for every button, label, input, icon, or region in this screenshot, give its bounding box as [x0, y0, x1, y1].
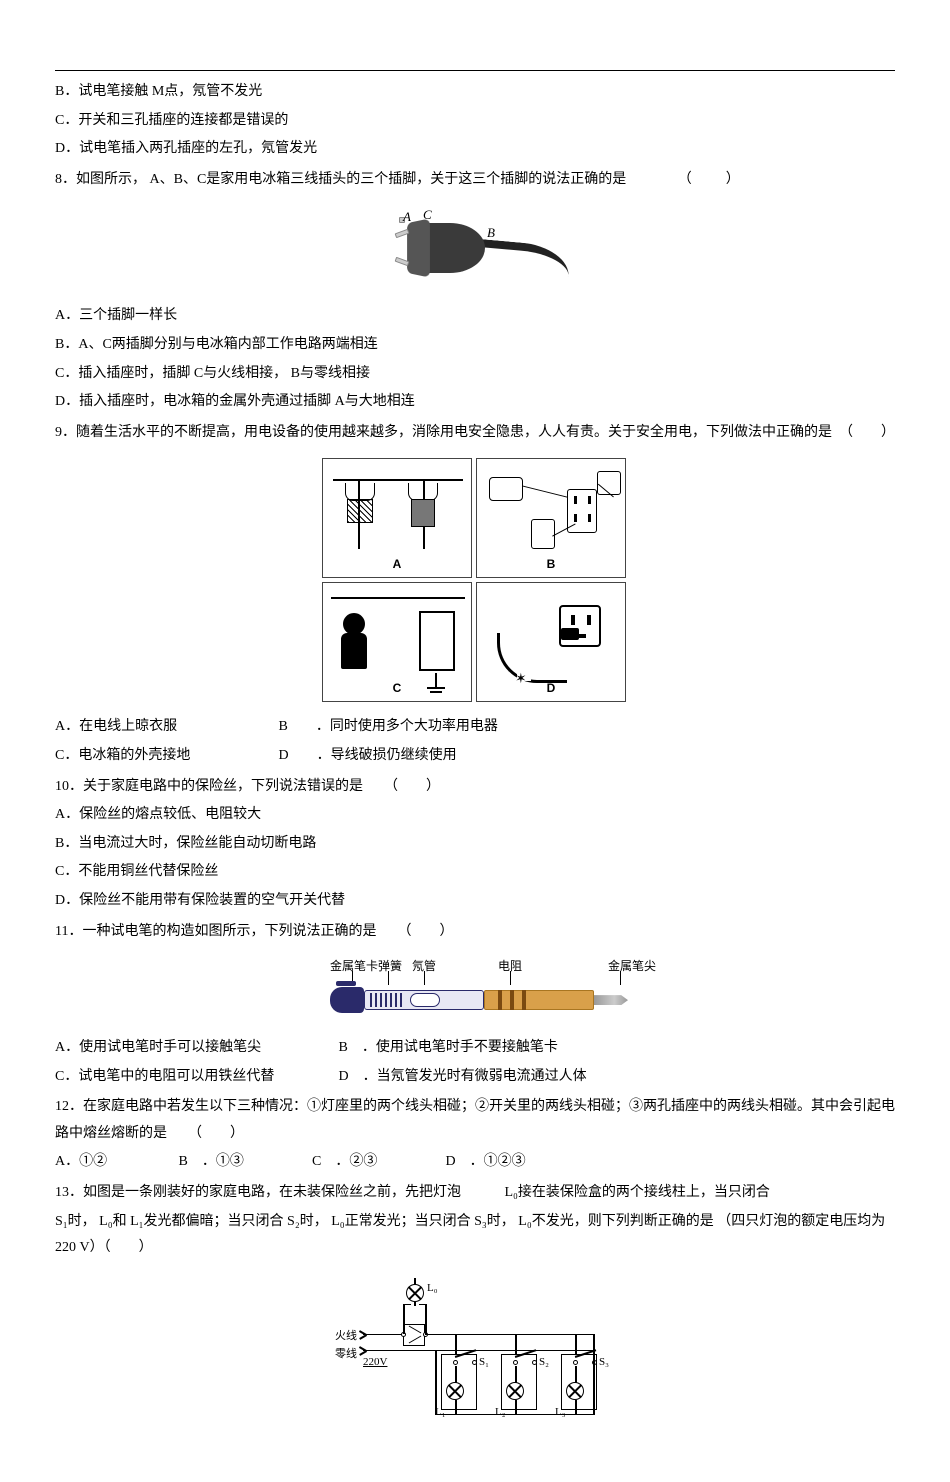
q11-label-spring: 弹簧 [378, 955, 402, 978]
q11-option-b: B ．使用试电笔时手不要接触笔卡 [339, 1035, 558, 1062]
q11-option-a: A．使用试电笔时手可以接触笔尖 [55, 1035, 335, 1062]
q8-option-d: D．插入插座时，电冰箱的金属外壳通过插脚 A与大地相连 [55, 389, 895, 416]
q13-label-s2: S₂ [539, 1352, 549, 1373]
q12-options: A．①② B ．①③ C ．②③ D ．①②③ [55, 1149, 895, 1176]
q11-options-row2: C．试电笔中的电阻可以用铁丝代替 D ．当氖管发光时有微弱电流通过人体 [55, 1064, 895, 1091]
q10-option-b: B．当电流过大时，保险丝能自动切断电路 [55, 831, 895, 858]
q9-panel-c: C [322, 582, 472, 702]
q8-paren: （ ） [678, 172, 742, 187]
q8-stem-text: 8．如图所示， A、B、C是家用电冰箱三线插头的三个插脚，关于这三个插脚的说法正… [55, 172, 626, 187]
q8-option-b: B．A、C两插脚分别与电冰箱内部工作电路两端相连 [55, 332, 895, 359]
q11-label-cap: 金属笔卡 [330, 955, 378, 978]
q11-options-row1: A．使用试电笔时手可以接触笔尖 B ．使用试电笔时手不要接触笔卡 [55, 1035, 895, 1062]
q7-option-c: C．开关和三孔插座的连接都是错误的 [55, 108, 895, 135]
q9-cap-b: B [547, 553, 556, 576]
q13-lamp-l0 [406, 1284, 424, 1302]
q11-stem: 11．一种试电笔的构造如图所示，下列说法正确的是 （ ） [55, 919, 895, 946]
q9-option-d: D ．导线破损仍继续使用 [279, 743, 457, 770]
q13-label-neutral: 零线 [335, 1344, 357, 1365]
q9-panel-b: B [476, 458, 626, 578]
plug-label-b: B [487, 221, 495, 246]
q13-label-s3: S₃ [599, 1352, 609, 1373]
q12-option-b: B ．①③ [179, 1149, 309, 1176]
q8-option-c: C．插入插座时，插脚 C与火线相接， B与零线相接 [55, 361, 895, 388]
plug-label-a: A [403, 205, 411, 230]
q9-cap-c: C [393, 677, 402, 700]
q13-label-volt: 220V [363, 1352, 387, 1373]
q12-option-c: C ．②③ [312, 1149, 442, 1176]
q13-stem-c: S₁时， L₀和 L₁发光都偏暗；当只闭合 S₂时， L₀正常发光；当只闭合 S… [55, 1209, 895, 1262]
q13-stem-a: 13．如图是一条刚装好的家庭电路，在未装保险丝之前，先把灯泡 [55, 1185, 461, 1200]
q10-option-d: D．保险丝不能用带有保险装置的空气开关代替 [55, 888, 895, 915]
q13-stem-b: L₀接在装保险盒的两个接线柱上，当只闭合 [505, 1185, 770, 1200]
q9-figure: A B C [55, 456, 895, 704]
q8-stem: 8．如图所示， A、B、C是家用电冰箱三线插头的三个插脚，关于这三个插脚的说法正… [55, 167, 895, 194]
q13-stem: 13．如图是一条刚装好的家庭电路，在未装保险丝之前，先把灯泡 L₀接在装保险盒的… [55, 1180, 895, 1207]
q11-option-c: C．试电笔中的电阻可以用铁丝代替 [55, 1064, 335, 1091]
q9-options-row1: A．在电线上晾衣服 B ．同时使用多个大功率用电器 [55, 714, 895, 741]
q12-option-d: D ．①②③ [446, 1149, 526, 1176]
q9-option-b: B ．同时使用多个大功率用电器 [279, 714, 498, 741]
q7-option-b: B．试电笔接触 M点，氖管不发光 [55, 79, 895, 106]
q11-figure: 金属笔卡 弹簧 氖管 电阻 金属笔尖 [55, 955, 895, 1025]
q11-label-tip: 金属笔尖 [608, 955, 656, 978]
q13-label-s1: S₁ [479, 1352, 489, 1373]
q13-figure: 火线 零线 220V L₀ S₁ L₁ [55, 1272, 895, 1432]
q12-stem: 12．在家庭电路中若发生以下三种情况：①灯座里的两个线头相碰；②开关里的两线头相… [55, 1094, 895, 1147]
plug-label-c: C [423, 203, 432, 228]
q9-cap-d: D [547, 677, 556, 700]
q11-option-d: D ．当氖管发光时有微弱电流通过人体 [339, 1064, 587, 1091]
test-pencil [330, 987, 630, 1013]
q10-option-c: C．不能用铜丝代替保险丝 [55, 859, 895, 886]
q9-cap-a: A [393, 553, 402, 576]
q9-options-row2: C．电冰箱的外壳接地 D ．导线破损仍继续使用 [55, 743, 895, 770]
q9-stem: 9．随着生活水平的不断提高，用电设备的使用越来越多，消除用电安全隐患，人人有责。… [55, 420, 895, 447]
q8-figure: A C B [55, 203, 895, 293]
q9-option-a: A．在电线上晾衣服 [55, 714, 275, 741]
q9-panel-d: ✶ D [476, 582, 626, 702]
page-top-rule [55, 70, 895, 71]
q13-label-l0: L₀ [427, 1278, 438, 1299]
q7-option-d: D．试电笔插入两孔插座的左孔，氖管发光 [55, 136, 895, 163]
q13-fusebox [403, 1324, 425, 1346]
q10-option-a: A．保险丝的熔点较低、电阻较大 [55, 802, 895, 829]
q9-panel-a: A [322, 458, 472, 578]
q12-option-a: A．①② [55, 1149, 175, 1176]
q9-option-c: C．电冰箱的外壳接地 [55, 743, 275, 770]
q10-stem: 10．关于家庭电路中的保险丝，下列说法错误的是 （ ） [55, 774, 895, 801]
q8-option-a: A．三个插脚一样长 [55, 303, 895, 330]
